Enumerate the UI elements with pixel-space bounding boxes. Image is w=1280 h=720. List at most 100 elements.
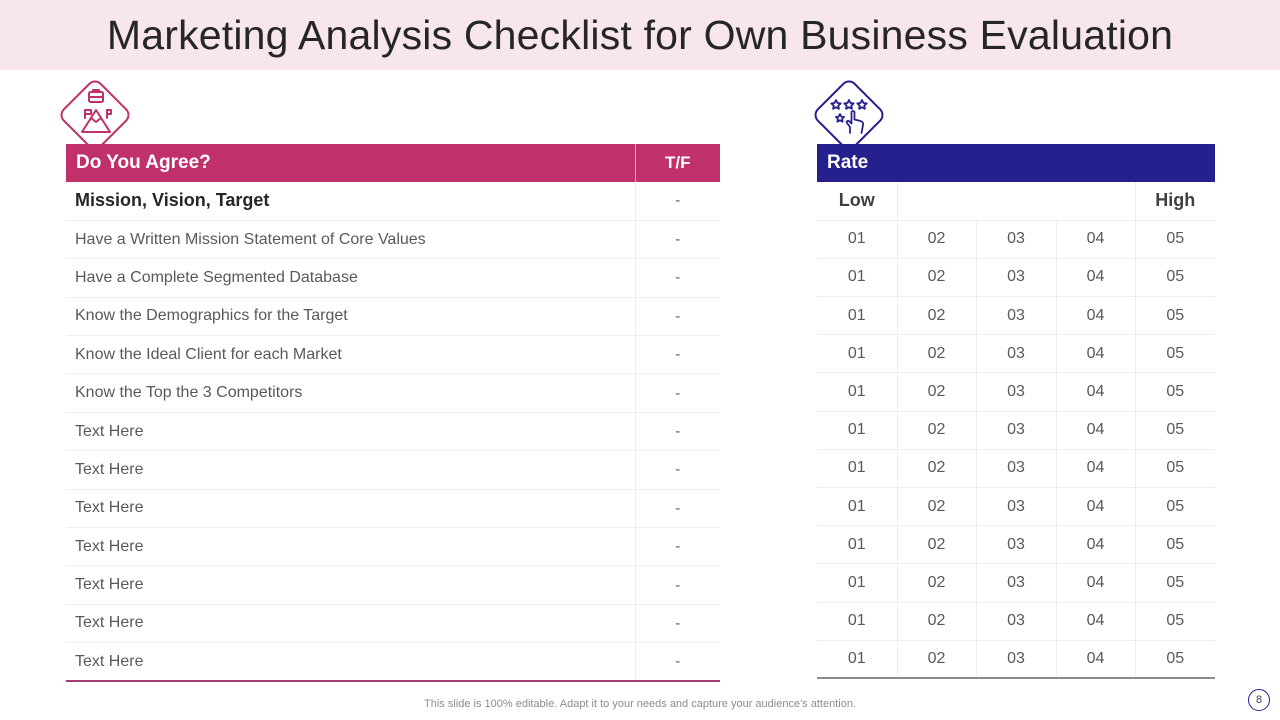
rating-option[interactable]: 05 bbox=[1134, 258, 1216, 298]
rating-option[interactable]: 05 bbox=[1134, 296, 1216, 336]
tf-value[interactable]: - bbox=[634, 642, 720, 683]
rating-option[interactable]: 01 bbox=[817, 525, 897, 565]
row-label: Text Here bbox=[66, 489, 635, 529]
rating-option[interactable]: 02 bbox=[896, 258, 976, 298]
table-row: Have a Complete Segmented Database - bbox=[66, 258, 720, 298]
rating-row: 01 02 03 04 05 bbox=[817, 449, 1216, 489]
tf-value[interactable]: - bbox=[634, 182, 720, 221]
row-label: Text Here bbox=[66, 604, 635, 644]
agree-header: Do You Agree? bbox=[66, 144, 635, 182]
rating-option[interactable]: 05 bbox=[1134, 220, 1216, 259]
tf-value[interactable]: - bbox=[634, 258, 720, 298]
rating-option[interactable]: 04 bbox=[1055, 449, 1135, 489]
rating-option[interactable]: 01 bbox=[817, 220, 897, 259]
row-label: Text Here bbox=[66, 450, 635, 490]
rating-option[interactable]: 05 bbox=[1134, 372, 1216, 412]
rating-option[interactable]: 05 bbox=[1134, 449, 1216, 489]
rating-option[interactable]: 04 bbox=[1055, 334, 1135, 374]
rating-option[interactable]: 04 bbox=[1055, 296, 1135, 336]
rating-row: 01 02 03 04 05 bbox=[817, 487, 1216, 527]
rating-option[interactable]: 05 bbox=[1134, 563, 1216, 603]
rating-row: 01 02 03 04 05 bbox=[817, 258, 1216, 298]
table-row: Mission, Vision, Target - bbox=[66, 182, 720, 221]
rating-option[interactable]: 04 bbox=[1055, 258, 1135, 298]
table-row: Know the Demographics for the Target - bbox=[66, 297, 720, 337]
tf-value[interactable]: - bbox=[634, 297, 720, 337]
row-label: Text Here bbox=[66, 412, 635, 452]
rating-option[interactable]: 02 bbox=[896, 563, 976, 603]
rating-option[interactable]: 03 bbox=[975, 334, 1056, 374]
rating-row: 01 02 03 04 05 bbox=[817, 296, 1216, 336]
rating-option[interactable]: 01 bbox=[817, 449, 897, 489]
rating-option[interactable]: 02 bbox=[896, 334, 976, 374]
rating-option[interactable]: 01 bbox=[817, 411, 897, 450]
tf-value[interactable]: - bbox=[634, 373, 720, 413]
rating-option[interactable]: 04 bbox=[1055, 563, 1135, 603]
row-label: Know the Demographics for the Target bbox=[66, 297, 635, 337]
tf-value[interactable]: - bbox=[634, 450, 720, 490]
rating-option[interactable]: 03 bbox=[975, 296, 1056, 336]
table-row: Text Here - bbox=[66, 489, 720, 529]
rating-option[interactable]: 02 bbox=[896, 525, 976, 565]
agree-table: Do You Agree? T/F Mission, Vision, Targe… bbox=[66, 144, 720, 683]
row-label: Know the Ideal Client for each Market bbox=[66, 335, 635, 375]
rating-option[interactable]: 03 bbox=[975, 411, 1056, 450]
rating-option[interactable]: 03 bbox=[975, 258, 1056, 298]
rating-option[interactable]: 02 bbox=[896, 487, 976, 527]
rating-option[interactable]: 01 bbox=[817, 296, 897, 336]
rating-option[interactable]: 02 bbox=[896, 602, 976, 641]
rating-stars-hand-icon bbox=[830, 99, 868, 134]
rating-option[interactable]: 02 bbox=[896, 220, 976, 259]
rating-option[interactable]: 01 bbox=[817, 563, 897, 603]
rating-option[interactable]: 01 bbox=[817, 487, 897, 527]
rating-option[interactable]: 05 bbox=[1134, 640, 1216, 680]
row-label: Have a Written Mission Statement of Core… bbox=[66, 220, 635, 260]
rating-option[interactable]: 04 bbox=[1055, 525, 1135, 565]
rating-option[interactable]: 01 bbox=[817, 602, 897, 641]
rating-option[interactable]: 03 bbox=[975, 525, 1056, 565]
rating-option[interactable]: 02 bbox=[896, 372, 976, 412]
rating-row: 01 02 03 04 05 bbox=[817, 602, 1216, 641]
rating-option[interactable]: 04 bbox=[1055, 411, 1135, 450]
row-label: Mission, Vision, Target bbox=[66, 182, 635, 221]
low-label: Low bbox=[817, 182, 897, 221]
tf-value[interactable]: - bbox=[634, 565, 720, 605]
rating-option[interactable]: 03 bbox=[975, 640, 1056, 680]
title-bar: Marketing Analysis Checklist for Own Bus… bbox=[0, 0, 1280, 70]
rate-header: Rate bbox=[817, 144, 1216, 182]
table-row: Text Here - bbox=[66, 412, 720, 452]
rating-option[interactable]: 03 bbox=[975, 563, 1056, 603]
rating-option[interactable]: 04 bbox=[1055, 602, 1135, 641]
rating-option[interactable]: 01 bbox=[817, 372, 897, 412]
tf-value[interactable]: - bbox=[634, 489, 720, 529]
tf-value[interactable]: - bbox=[634, 527, 720, 567]
rating-option[interactable]: 02 bbox=[896, 296, 976, 336]
rating-option[interactable]: 04 bbox=[1055, 640, 1135, 680]
rating-option[interactable]: 04 bbox=[1055, 487, 1135, 527]
table-row: Text Here - bbox=[66, 642, 720, 683]
rating-option[interactable]: 05 bbox=[1134, 602, 1216, 641]
rating-option[interactable]: 01 bbox=[817, 334, 897, 374]
rating-option[interactable]: 02 bbox=[896, 411, 976, 450]
tf-value[interactable]: - bbox=[634, 220, 720, 260]
rating-option[interactable]: 01 bbox=[817, 640, 897, 680]
rating-option[interactable]: 02 bbox=[896, 640, 976, 680]
rating-option[interactable]: 04 bbox=[1055, 372, 1135, 412]
rating-row: 01 02 03 04 05 bbox=[817, 220, 1216, 259]
tf-value[interactable]: - bbox=[634, 335, 720, 375]
rating-option[interactable]: 05 bbox=[1134, 487, 1216, 527]
rating-option[interactable]: 03 bbox=[975, 220, 1056, 259]
tf-value[interactable]: - bbox=[634, 604, 720, 644]
rating-option[interactable]: 04 bbox=[1055, 220, 1135, 259]
rating-option[interactable]: 05 bbox=[1134, 411, 1216, 450]
rating-option[interactable]: 01 bbox=[817, 258, 897, 298]
rating-option[interactable]: 02 bbox=[896, 449, 976, 489]
tf-value[interactable]: - bbox=[634, 412, 720, 452]
rating-row: 01 02 03 04 05 bbox=[817, 563, 1216, 603]
rating-option[interactable]: 05 bbox=[1134, 334, 1216, 374]
rating-option[interactable]: 03 bbox=[975, 372, 1056, 412]
rating-option[interactable]: 05 bbox=[1134, 525, 1216, 565]
rating-option[interactable]: 03 bbox=[975, 487, 1056, 527]
rating-option[interactable]: 03 bbox=[975, 449, 1056, 489]
rating-option[interactable]: 03 bbox=[975, 602, 1056, 641]
